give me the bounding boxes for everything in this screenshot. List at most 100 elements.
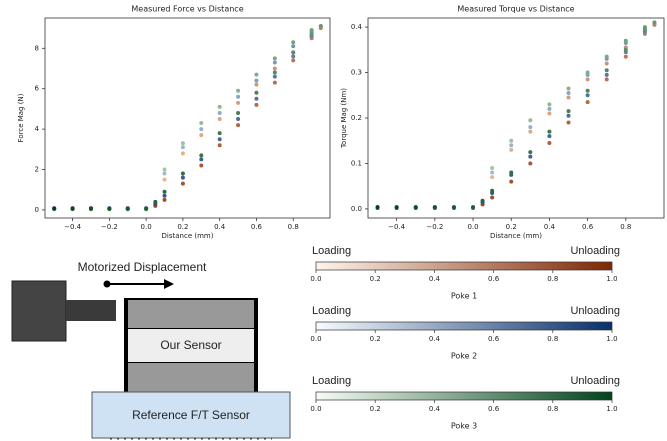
x-tick-label: −0.2	[426, 223, 443, 231]
data-point	[652, 20, 657, 25]
y-tick-label: 8	[35, 44, 39, 52]
x-tick-label: 0.6	[251, 223, 263, 231]
motor-rod	[66, 300, 116, 321]
x-tick-label: 0.8	[620, 223, 631, 231]
data-point	[547, 111, 552, 116]
data-point	[509, 179, 514, 184]
data-point	[144, 206, 149, 211]
data-point	[604, 54, 609, 59]
colorbar-tick-label: 0.4	[429, 335, 441, 343]
data-point	[272, 60, 277, 65]
data-point	[162, 167, 167, 172]
data-point	[509, 147, 514, 152]
data-point	[547, 141, 552, 145]
plot-frame	[367, 17, 665, 219]
data-point	[547, 129, 552, 134]
colorbar	[315, 321, 613, 331]
plot-frame	[44, 17, 331, 219]
data-point	[272, 74, 277, 79]
colorbar-tick-label: 0.6	[488, 275, 500, 283]
y-tick-label: 6	[35, 85, 40, 93]
data-point	[490, 170, 495, 175]
y-tick-label: 4	[35, 125, 40, 133]
arrow-head	[164, 279, 174, 289]
data-point	[566, 109, 571, 114]
data-point	[254, 72, 259, 77]
colorbar-tick-label: 0.8	[547, 275, 558, 283]
data-point	[199, 121, 204, 126]
data-point	[490, 166, 495, 170]
colorbar-tick-label: 0.2	[370, 405, 381, 413]
colorbar-tick-label: 0.8	[547, 335, 558, 343]
data-point	[585, 100, 590, 105]
data-point	[547, 102, 552, 107]
data-point	[272, 80, 277, 85]
data-point	[199, 127, 204, 132]
data-point	[623, 54, 628, 59]
data-point	[199, 153, 204, 158]
sensor-middle	[128, 329, 254, 362]
data-point	[272, 70, 277, 75]
colorbar-tick-label: 0.0	[310, 335, 321, 343]
data-point	[528, 154, 533, 159]
data-point	[272, 66, 277, 71]
x-axis-label: Distance (mm)	[490, 232, 542, 240]
data-point	[236, 117, 241, 122]
y-tick-label: 0.1	[351, 159, 362, 167]
data-point	[471, 205, 476, 210]
data-point	[162, 177, 167, 182]
data-point	[199, 133, 204, 138]
data-point	[547, 134, 552, 139]
data-point	[604, 72, 609, 77]
colorbar-right-label: Unloading	[570, 245, 620, 257]
data-point	[585, 88, 590, 93]
data-point	[180, 145, 185, 150]
data-point	[217, 117, 222, 122]
y-tick-label: 2	[35, 166, 39, 174]
data-point	[162, 189, 167, 194]
colorbar-tick-label: 0.6	[488, 405, 500, 413]
data-point	[217, 131, 222, 136]
data-point	[254, 90, 259, 95]
data-point	[180, 181, 185, 186]
colorbar-title: Poke 2	[451, 352, 477, 361]
x-tick-label: 0.8	[288, 223, 299, 231]
y-tick-label: 0	[35, 206, 39, 214]
data-point	[254, 78, 259, 83]
reference-sensor	[91, 391, 291, 439]
data-point	[623, 47, 628, 52]
y-axis-label: Force Mag (N)	[17, 93, 25, 142]
data-point	[642, 27, 647, 32]
reference-label: Reference F/T Sensor	[132, 408, 250, 422]
colorbar-tick-label: 0.2	[370, 335, 381, 343]
colorbar-tick-label: 0.6	[488, 335, 500, 343]
data-point	[394, 205, 399, 210]
colorbar	[315, 391, 613, 401]
sensor-bottom	[128, 363, 254, 392]
colorbar-right-label: Unloading	[570, 375, 620, 387]
data-point	[528, 125, 533, 130]
x-tick-label: 0.2	[177, 223, 188, 231]
colorbar-tick-label: 0.4	[429, 405, 441, 413]
data-point	[547, 106, 552, 111]
data-point	[585, 70, 590, 75]
data-point	[217, 137, 222, 142]
data-point	[199, 163, 204, 168]
data-point	[528, 150, 533, 155]
colorbar-tick-label: 1.0	[606, 275, 617, 283]
colorbar-right-label: Unloading	[570, 305, 620, 317]
data-point	[125, 206, 130, 211]
data-point	[604, 77, 609, 82]
data-point	[291, 54, 296, 59]
data-point	[180, 151, 185, 156]
data-point	[236, 123, 241, 128]
data-point	[88, 206, 93, 211]
x-tick-label: 0.2	[506, 223, 517, 231]
colorbar	[315, 261, 613, 271]
colorbar-tick-label: 0.8	[547, 405, 558, 413]
data-point	[509, 138, 514, 143]
data-point	[70, 206, 75, 211]
x-tick-label: −0.4	[388, 223, 406, 231]
x-axis-label: Distance (mm)	[162, 232, 214, 240]
